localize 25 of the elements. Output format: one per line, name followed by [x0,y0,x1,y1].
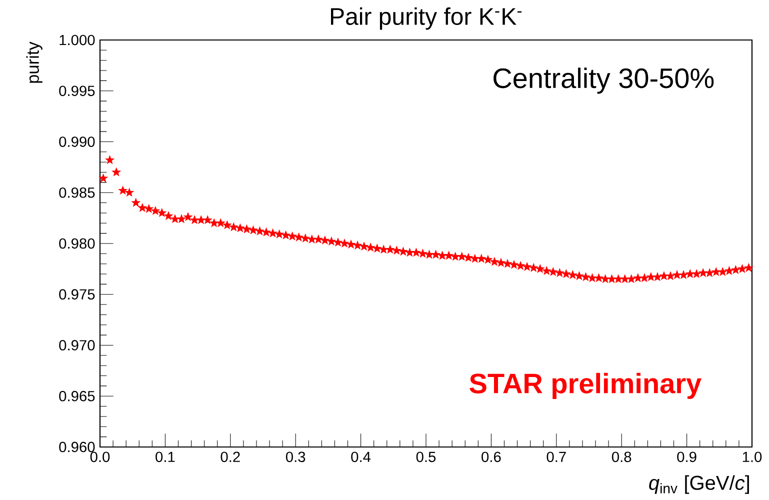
y-tick-label: 0.980 [59,238,95,249]
y-tick-label: 0.970 [59,340,95,350]
x-tick-label: 0.5 [416,452,436,462]
y-axis-title: purity [26,42,42,83]
y-tick-label: 0.985 [59,187,95,198]
x-tick-label: 0.9 [677,452,696,462]
x-tick-label: 0.0 [90,452,110,462]
annotation: Centrality 30-50% [494,68,714,94]
annotation: STAR preliminary [470,372,702,399]
x-tick-label: 1.0 [742,452,762,462]
y-tick-label: 1.000 [60,34,95,46]
y-tick-label: 0.995 [59,86,95,96]
x-tick-label: 0.4 [351,452,371,462]
x-tick-label: 0.6 [482,452,501,462]
x-tick-label: 0.8 [612,452,632,462]
y-tick-label: 0.990 [59,136,95,147]
chart-title: Pair purity for K$^{-}$K$^{-}$ [331,7,522,30]
x-tick-label: 0.1 [156,452,175,462]
y-tick-label: 0.975 [59,289,95,300]
x-tick-label: 0.2 [220,452,240,462]
y-tick-label: 0.965 [59,390,95,402]
x-tick-label: 0.7 [546,452,566,462]
y-tick-label: 0.960 [59,442,95,452]
x-axis-title: q$_{inv}$ [GeV/c] [649,475,749,494]
x-tick-label: 0.3 [286,452,306,462]
